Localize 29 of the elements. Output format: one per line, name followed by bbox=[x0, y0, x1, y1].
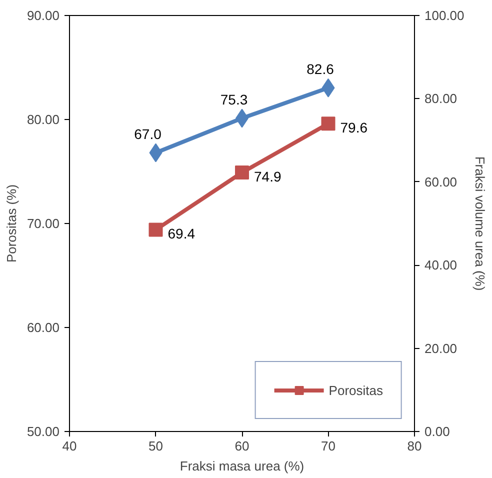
y2-tick-label: 20.00 bbox=[424, 340, 458, 356]
y2-tick-label: 80.00 bbox=[424, 91, 458, 106]
data-label: 74.9 bbox=[254, 168, 282, 185]
y-tick-label: 60.00 bbox=[26, 320, 60, 335]
x-tick-label: 70 bbox=[321, 438, 336, 454]
y-tick-label: 80.00 bbox=[26, 112, 60, 127]
legend-label: Porositas bbox=[328, 382, 383, 398]
y-tick-label: 50.00 bbox=[26, 424, 60, 439]
x-tick-label: 50 bbox=[148, 438, 163, 454]
data-label: 75.3 bbox=[220, 91, 248, 108]
x-tick-label: 60 bbox=[234, 438, 250, 454]
y-tick-label: 90.00 bbox=[26, 8, 60, 23]
x-axis-title: Fraksi masa urea (%) bbox=[180, 458, 304, 474]
data-label: 69.4 bbox=[168, 226, 196, 242]
y-tick-label: 70.00 bbox=[26, 216, 60, 231]
point bbox=[148, 222, 163, 237]
y2-tick-label: 100.00 bbox=[424, 8, 464, 23]
point bbox=[235, 166, 249, 180]
y2-tick-label: 40.00 bbox=[424, 258, 458, 273]
data-label: 67.0 bbox=[134, 126, 162, 142]
data-label: 79.6 bbox=[340, 120, 368, 136]
y2-axis-title: Fraksi volume urea (%) bbox=[472, 156, 488, 291]
x-tick-label: 80 bbox=[407, 438, 422, 454]
y-axis-title: Porositas (%) bbox=[4, 184, 19, 263]
y2-tick-label: 0.00 bbox=[424, 424, 450, 439]
y2-tick-label: 60.00 bbox=[424, 174, 458, 190]
data-label: 82.6 bbox=[306, 60, 334, 77]
x-tick-label: 40 bbox=[62, 438, 77, 454]
point bbox=[321, 116, 336, 131]
